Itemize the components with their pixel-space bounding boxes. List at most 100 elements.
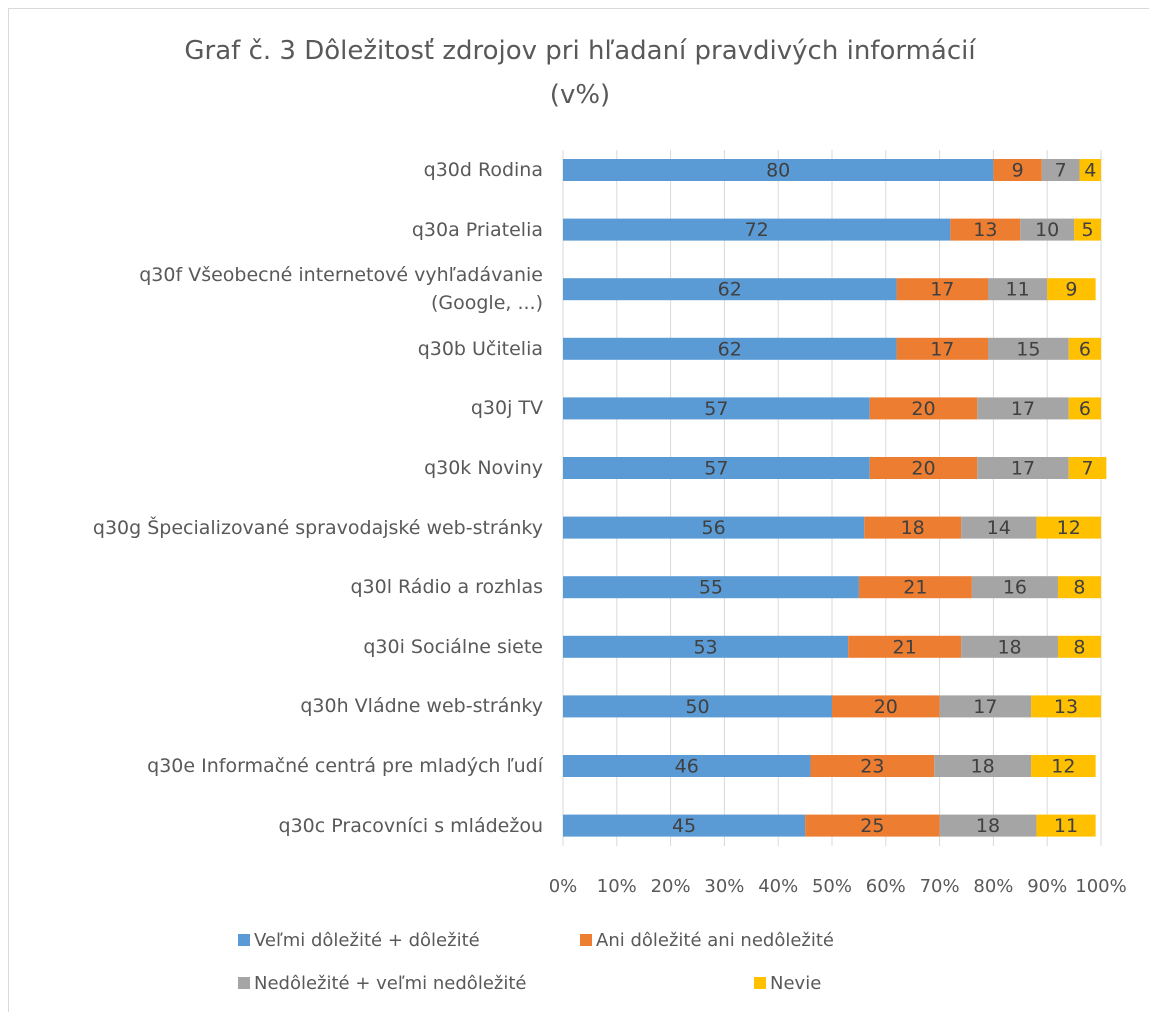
value-label: 23	[860, 756, 884, 778]
category-label-box: q30c Pracovníci s mládežou	[279, 815, 543, 837]
value-label: 18	[997, 636, 1021, 658]
value-label: 10	[1035, 219, 1059, 241]
bar-segment	[1047, 278, 1096, 301]
bar-segment	[563, 576, 859, 599]
bar-segment	[1068, 457, 1107, 479]
bar-segment	[934, 755, 1032, 777]
legend-label: Veľmi dôležité + dôležité	[254, 930, 480, 951]
value-label: 17	[930, 338, 954, 360]
bar-segment	[939, 695, 1032, 718]
legend-label: Nevie	[770, 973, 821, 994]
bar-segment	[563, 218, 951, 241]
value-label: 16	[1003, 577, 1027, 599]
category-label: q30b Učitelia	[417, 337, 543, 360]
chart-title: Graf č. 3 Dôležitosť zdrojov pri hľadaní…	[184, 36, 976, 110]
value-label: 12	[1057, 517, 1081, 539]
value-label: 56	[702, 517, 726, 539]
value-label: 50	[685, 696, 709, 718]
value-label: 6	[1079, 398, 1091, 420]
category-label: q30e Informačné centrá pre mladých ľudí	[147, 755, 543, 777]
value-label: 11	[1006, 279, 1030, 301]
value-label: 8	[1073, 577, 1085, 599]
category-label: q30d Rodina	[423, 159, 543, 181]
bar-segment	[988, 337, 1069, 360]
bar-segment	[988, 278, 1048, 301]
value-label: 57	[704, 458, 728, 480]
legend-swatch	[580, 934, 592, 946]
bar-segment	[563, 278, 897, 301]
category-label-box: q30k Noviny	[424, 457, 543, 479]
value-label: 25	[860, 815, 884, 837]
value-label: 17	[973, 696, 997, 718]
bar-segment	[563, 695, 832, 718]
value-label: 21	[903, 577, 927, 599]
value-label: 13	[973, 219, 997, 241]
x-tick-label: 80%	[973, 876, 1013, 897]
bar-segment	[1031, 755, 1096, 777]
value-label: 20	[911, 458, 935, 480]
legend-swatch	[754, 977, 766, 989]
value-label: 18	[901, 517, 925, 539]
value-label: 17	[1011, 458, 1035, 480]
value-label: 18	[976, 815, 1000, 837]
category-label-box: q30a Priatelia	[412, 219, 543, 241]
x-tick-label: 0%	[549, 876, 578, 897]
bar-segment	[869, 397, 978, 420]
value-label: 62	[718, 338, 742, 360]
value-label: 17	[1011, 398, 1035, 420]
category-label-box: q30i Sociálne siete	[363, 636, 543, 658]
bar-segment	[563, 337, 897, 360]
value-label: 18	[971, 756, 995, 778]
value-label: 14	[987, 517, 1011, 539]
category-label-box: q30l Rádio a rozhlas	[350, 576, 543, 599]
bar-segment	[805, 814, 940, 837]
bar-segment	[1079, 159, 1101, 181]
legend-label: Nedôležité + veľmi nedôležité	[254, 973, 526, 994]
value-label: 7	[1055, 160, 1067, 182]
category-label-box: q30b Učitelia	[417, 337, 543, 360]
value-label: 11	[1054, 815, 1078, 837]
value-label: 45	[672, 815, 696, 837]
category-label: q30f Všeobecné internetové vyhľadávanie …	[139, 264, 543, 315]
bar-segment	[810, 755, 935, 777]
x-tick-label: 90%	[1027, 876, 1067, 897]
value-label: 15	[1016, 338, 1040, 360]
bar-segment	[563, 814, 806, 837]
bar-segment	[896, 278, 989, 301]
bar-segment	[961, 516, 1037, 539]
x-tick-label: 10%	[597, 876, 637, 897]
bar-segment	[977, 397, 1069, 420]
bar-segment	[563, 457, 870, 479]
category-label: q30j TV	[470, 397, 543, 420]
x-tick-label: 20%	[651, 876, 691, 897]
bar-segment	[1036, 516, 1101, 539]
value-label: 80	[766, 160, 790, 182]
value-label: 7	[1082, 458, 1094, 480]
bar-segment	[1074, 218, 1101, 241]
bar-segment	[971, 576, 1058, 599]
category-label: q30h Vládne web-stránky	[300, 695, 543, 718]
value-label: 12	[1051, 756, 1075, 778]
bar-segment	[1068, 337, 1101, 360]
bar-segment	[848, 635, 962, 658]
title-box: Graf č. 3 Dôležitosť zdrojov pri hľadaní…	[184, 36, 976, 110]
legend-swatch	[238, 977, 250, 989]
value-label: 55	[699, 577, 723, 599]
bar-segment	[869, 457, 978, 479]
category-label-box: q30f Všeobecné internetové vyhľadávanie …	[139, 264, 543, 315]
category-label: q30l Rádio a rozhlas	[350, 576, 543, 599]
value-label: 62	[718, 279, 742, 301]
bar-segment	[896, 337, 989, 360]
value-label: 13	[1054, 696, 1078, 718]
value-label: 4	[1084, 160, 1096, 182]
category-label-box: q30d Rodina	[423, 159, 543, 181]
value-label: 9	[1065, 279, 1077, 301]
bar-segment	[563, 755, 811, 777]
bar-segment	[864, 516, 962, 539]
value-label: 53	[693, 636, 717, 658]
category-label-box: q30e Informačné centrá pre mladých ľudí	[147, 755, 543, 777]
bar-segment	[1068, 397, 1101, 420]
bar-segment	[1057, 576, 1101, 599]
bar-segment	[563, 516, 865, 539]
